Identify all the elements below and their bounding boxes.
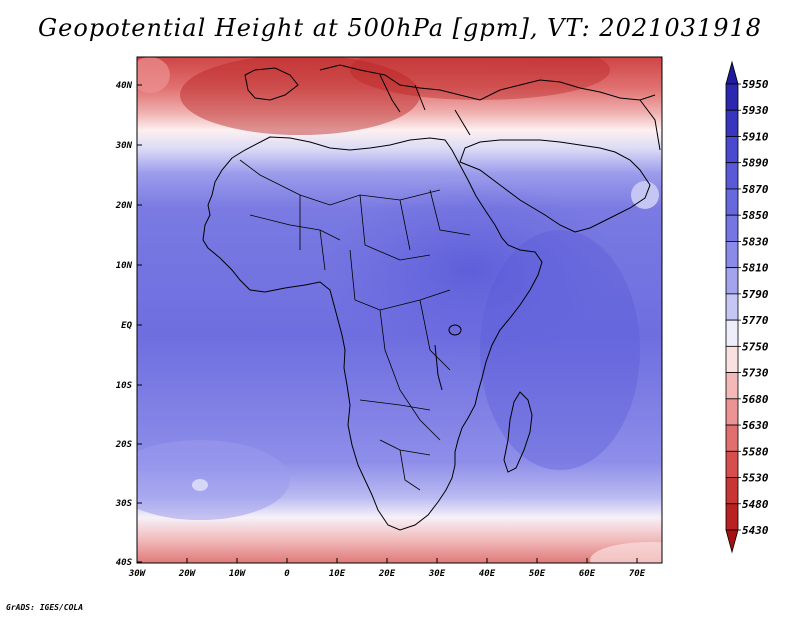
map-title: Geopotential Height at 500hPa [gpm], VT:… [38,14,762,42]
colorbar-label: 5730 [742,367,769,380]
core-red-region-east [350,57,610,100]
colorbar-label: 5890 [742,157,769,170]
colorbar-label: 5530 [742,472,769,485]
light-pink-region-se [590,542,662,563]
colorbar-segment [725,398,739,426]
colorbar-segment [725,214,739,242]
colorbar-cap-top [725,60,739,85]
colorbar-label: 5950 [742,78,769,91]
colorbar-segment [725,267,739,295]
lon-label-0: 0 [284,569,290,579]
colorbar-segment [725,319,739,347]
colorbar-label: 5480 [742,498,769,511]
colorbar-label: 5910 [742,130,769,143]
lat-label-30s: 30S [115,499,133,509]
colorbar-segment [725,503,739,531]
colorbar: 5950 5930 5910 5890 5870 5850 5830 5810 5790 5770… [725,60,769,554]
latitude-axis: 40N 30N 20N 10N EQ 10S 20S 30S 40S [115,81,142,568]
lake-tanganyika [434,344,443,391]
colorbar-label: 5930 [742,104,769,117]
lat-label-10s: 10S [116,381,133,391]
colorbar-segment [725,372,739,400]
asia-coastline-east [639,99,661,151]
lon-label-10w: 10W [229,569,247,579]
africa-coastline [202,136,543,531]
core-red-region [180,57,420,135]
colorbar-label: 5430 [742,524,769,537]
plot-frame [136,56,663,564]
colorbar-label: 5870 [742,183,769,196]
lat-label-10n: 10N [116,261,133,271]
longitude-axis: 30W 20W 10W 0 10E 20E 30E 40E 50E 60E 70… [128,558,646,579]
lon-label-70e: 70E [629,569,646,579]
colorbar-label: 5770 [742,314,769,327]
lat-label-40s: 40S [116,558,133,568]
small-light-patch [192,479,208,491]
light-patch-arabia [631,181,659,209]
europe-asia-coastline [319,64,656,101]
colorbar-segment [725,477,739,505]
colorbar-label: 5850 [742,209,769,222]
colorbar-segment [725,241,739,269]
colorbar-segment [725,109,739,137]
colorbar-segment [725,83,739,111]
colorbar-label: 5750 [742,340,769,353]
colorbar-label: 5830 [742,235,769,248]
lon-label-30e: 30E [428,569,446,579]
lake-victoria [448,324,462,336]
height-field [137,57,662,563]
lon-label-20e: 20E [378,569,396,579]
arabia-coastline [459,139,651,233]
mediterranean-peninsulas [379,74,471,136]
colorbar-segment [725,136,739,164]
high-pressure-core [320,180,620,360]
lat-label-eq: EQ [121,321,132,331]
high-north-red-region [137,57,660,140]
lon-label-30w: 30W [128,569,147,579]
colorbar-segment [725,424,739,452]
low-south-red-region [215,540,505,563]
grads-credit: GrADS: IGES/COLA [6,603,84,612]
lon-label-50e: 50E [529,569,546,579]
colorbar-label: 5580 [742,445,769,458]
colorbar-label: 5630 [742,419,769,432]
lat-label-20n: 20N [115,201,133,211]
light-blue-region-sw [137,440,290,520]
colorbar-label: 5810 [742,262,769,275]
lon-label-60e: 60E [579,569,596,579]
iberia-coastline [244,67,299,101]
colorbar-segment [725,450,739,478]
colorbar-cap-bottom [725,529,739,554]
lon-label-10e: 10E [329,569,346,579]
colorbar-segment [725,293,739,321]
country-borders [239,159,471,491]
high-pressure-core-east [480,230,640,470]
lon-label-20w: 20W [178,569,197,579]
lat-label-20s: 20S [115,440,133,450]
lat-label-40n: 40N [116,81,133,91]
lat-label-30n: 30N [115,141,133,151]
red-region-nw [137,57,170,93]
colorbar-label: 5790 [742,288,769,301]
colorbar-label: 5680 [742,393,769,406]
colorbar-segment [725,345,739,373]
madagascar-coastline [503,391,533,473]
colorbar-segment [725,162,739,190]
colorbar-segment [725,188,739,216]
lon-label-40e: 40E [479,569,496,579]
interior-borders [239,159,471,491]
coastlines [202,64,661,531]
